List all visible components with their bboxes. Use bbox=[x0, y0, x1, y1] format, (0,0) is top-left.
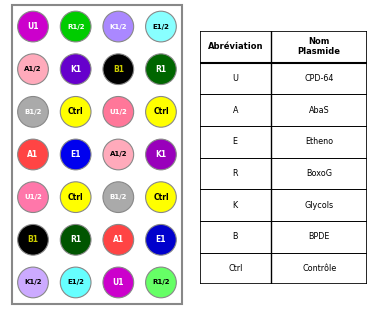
Circle shape bbox=[145, 96, 176, 127]
Circle shape bbox=[60, 139, 91, 170]
Text: E1/2: E1/2 bbox=[67, 279, 84, 286]
Text: Ctrl: Ctrl bbox=[68, 107, 84, 116]
Text: A1/2: A1/2 bbox=[110, 151, 127, 158]
Circle shape bbox=[103, 267, 134, 298]
Text: R: R bbox=[232, 169, 238, 178]
Text: A1: A1 bbox=[113, 235, 124, 244]
Text: Ctrl: Ctrl bbox=[153, 107, 169, 116]
Circle shape bbox=[60, 11, 91, 42]
Text: E1: E1 bbox=[156, 235, 166, 244]
Circle shape bbox=[145, 139, 176, 170]
Text: B1/2: B1/2 bbox=[110, 194, 127, 200]
Circle shape bbox=[60, 182, 91, 213]
Text: BoxoG: BoxoG bbox=[306, 169, 332, 178]
Circle shape bbox=[18, 139, 48, 170]
Text: B1: B1 bbox=[113, 65, 124, 74]
Text: CPD-64: CPD-64 bbox=[304, 74, 334, 83]
Text: A1/2: A1/2 bbox=[24, 66, 42, 72]
Text: E1/2: E1/2 bbox=[153, 23, 169, 30]
Circle shape bbox=[60, 224, 91, 255]
Text: A1: A1 bbox=[28, 150, 38, 159]
Text: B1: B1 bbox=[28, 235, 38, 244]
Circle shape bbox=[145, 54, 176, 85]
Circle shape bbox=[103, 139, 134, 170]
Text: U: U bbox=[232, 74, 238, 83]
Text: Ctrl: Ctrl bbox=[228, 264, 242, 273]
Text: Ctrl: Ctrl bbox=[68, 193, 84, 202]
Text: R1/2: R1/2 bbox=[67, 23, 84, 30]
Circle shape bbox=[145, 224, 176, 255]
Text: Ctrl: Ctrl bbox=[153, 193, 169, 202]
Circle shape bbox=[60, 54, 91, 85]
Text: R1/2: R1/2 bbox=[152, 279, 170, 286]
Circle shape bbox=[18, 96, 48, 127]
Text: U1: U1 bbox=[113, 278, 124, 287]
Circle shape bbox=[60, 96, 91, 127]
Circle shape bbox=[18, 267, 48, 298]
Circle shape bbox=[103, 54, 134, 85]
Text: U1/2: U1/2 bbox=[109, 109, 127, 115]
Text: E: E bbox=[233, 137, 238, 146]
Circle shape bbox=[18, 182, 48, 213]
Circle shape bbox=[145, 182, 176, 213]
Text: K1: K1 bbox=[156, 150, 166, 159]
Text: Nom
Plasmide: Nom Plasmide bbox=[298, 37, 341, 57]
Text: BPDE: BPDE bbox=[308, 232, 330, 241]
Circle shape bbox=[145, 267, 176, 298]
Circle shape bbox=[103, 182, 134, 213]
Text: AbaS: AbaS bbox=[309, 106, 329, 115]
Text: K1: K1 bbox=[70, 65, 81, 74]
Circle shape bbox=[18, 54, 48, 85]
Circle shape bbox=[103, 96, 134, 127]
Text: Abréviation: Abréviation bbox=[207, 42, 263, 51]
Circle shape bbox=[103, 11, 134, 42]
Text: B: B bbox=[232, 232, 238, 241]
Circle shape bbox=[145, 11, 176, 42]
Circle shape bbox=[60, 267, 91, 298]
Text: U1/2: U1/2 bbox=[24, 194, 42, 200]
Circle shape bbox=[18, 224, 48, 255]
Circle shape bbox=[18, 11, 48, 42]
Text: U1: U1 bbox=[27, 22, 39, 31]
Text: E1: E1 bbox=[70, 150, 81, 159]
Text: Contrôle: Contrôle bbox=[302, 264, 336, 273]
Circle shape bbox=[103, 224, 134, 255]
Text: R1: R1 bbox=[70, 235, 81, 244]
Text: R1: R1 bbox=[156, 65, 166, 74]
Text: K1/2: K1/2 bbox=[24, 279, 42, 286]
Text: K1/2: K1/2 bbox=[110, 23, 127, 30]
Text: A: A bbox=[232, 106, 238, 115]
Text: K: K bbox=[233, 201, 238, 210]
Text: Etheno: Etheno bbox=[305, 137, 333, 146]
Text: Glycols: Glycols bbox=[305, 201, 334, 210]
Text: B1/2: B1/2 bbox=[24, 109, 42, 115]
